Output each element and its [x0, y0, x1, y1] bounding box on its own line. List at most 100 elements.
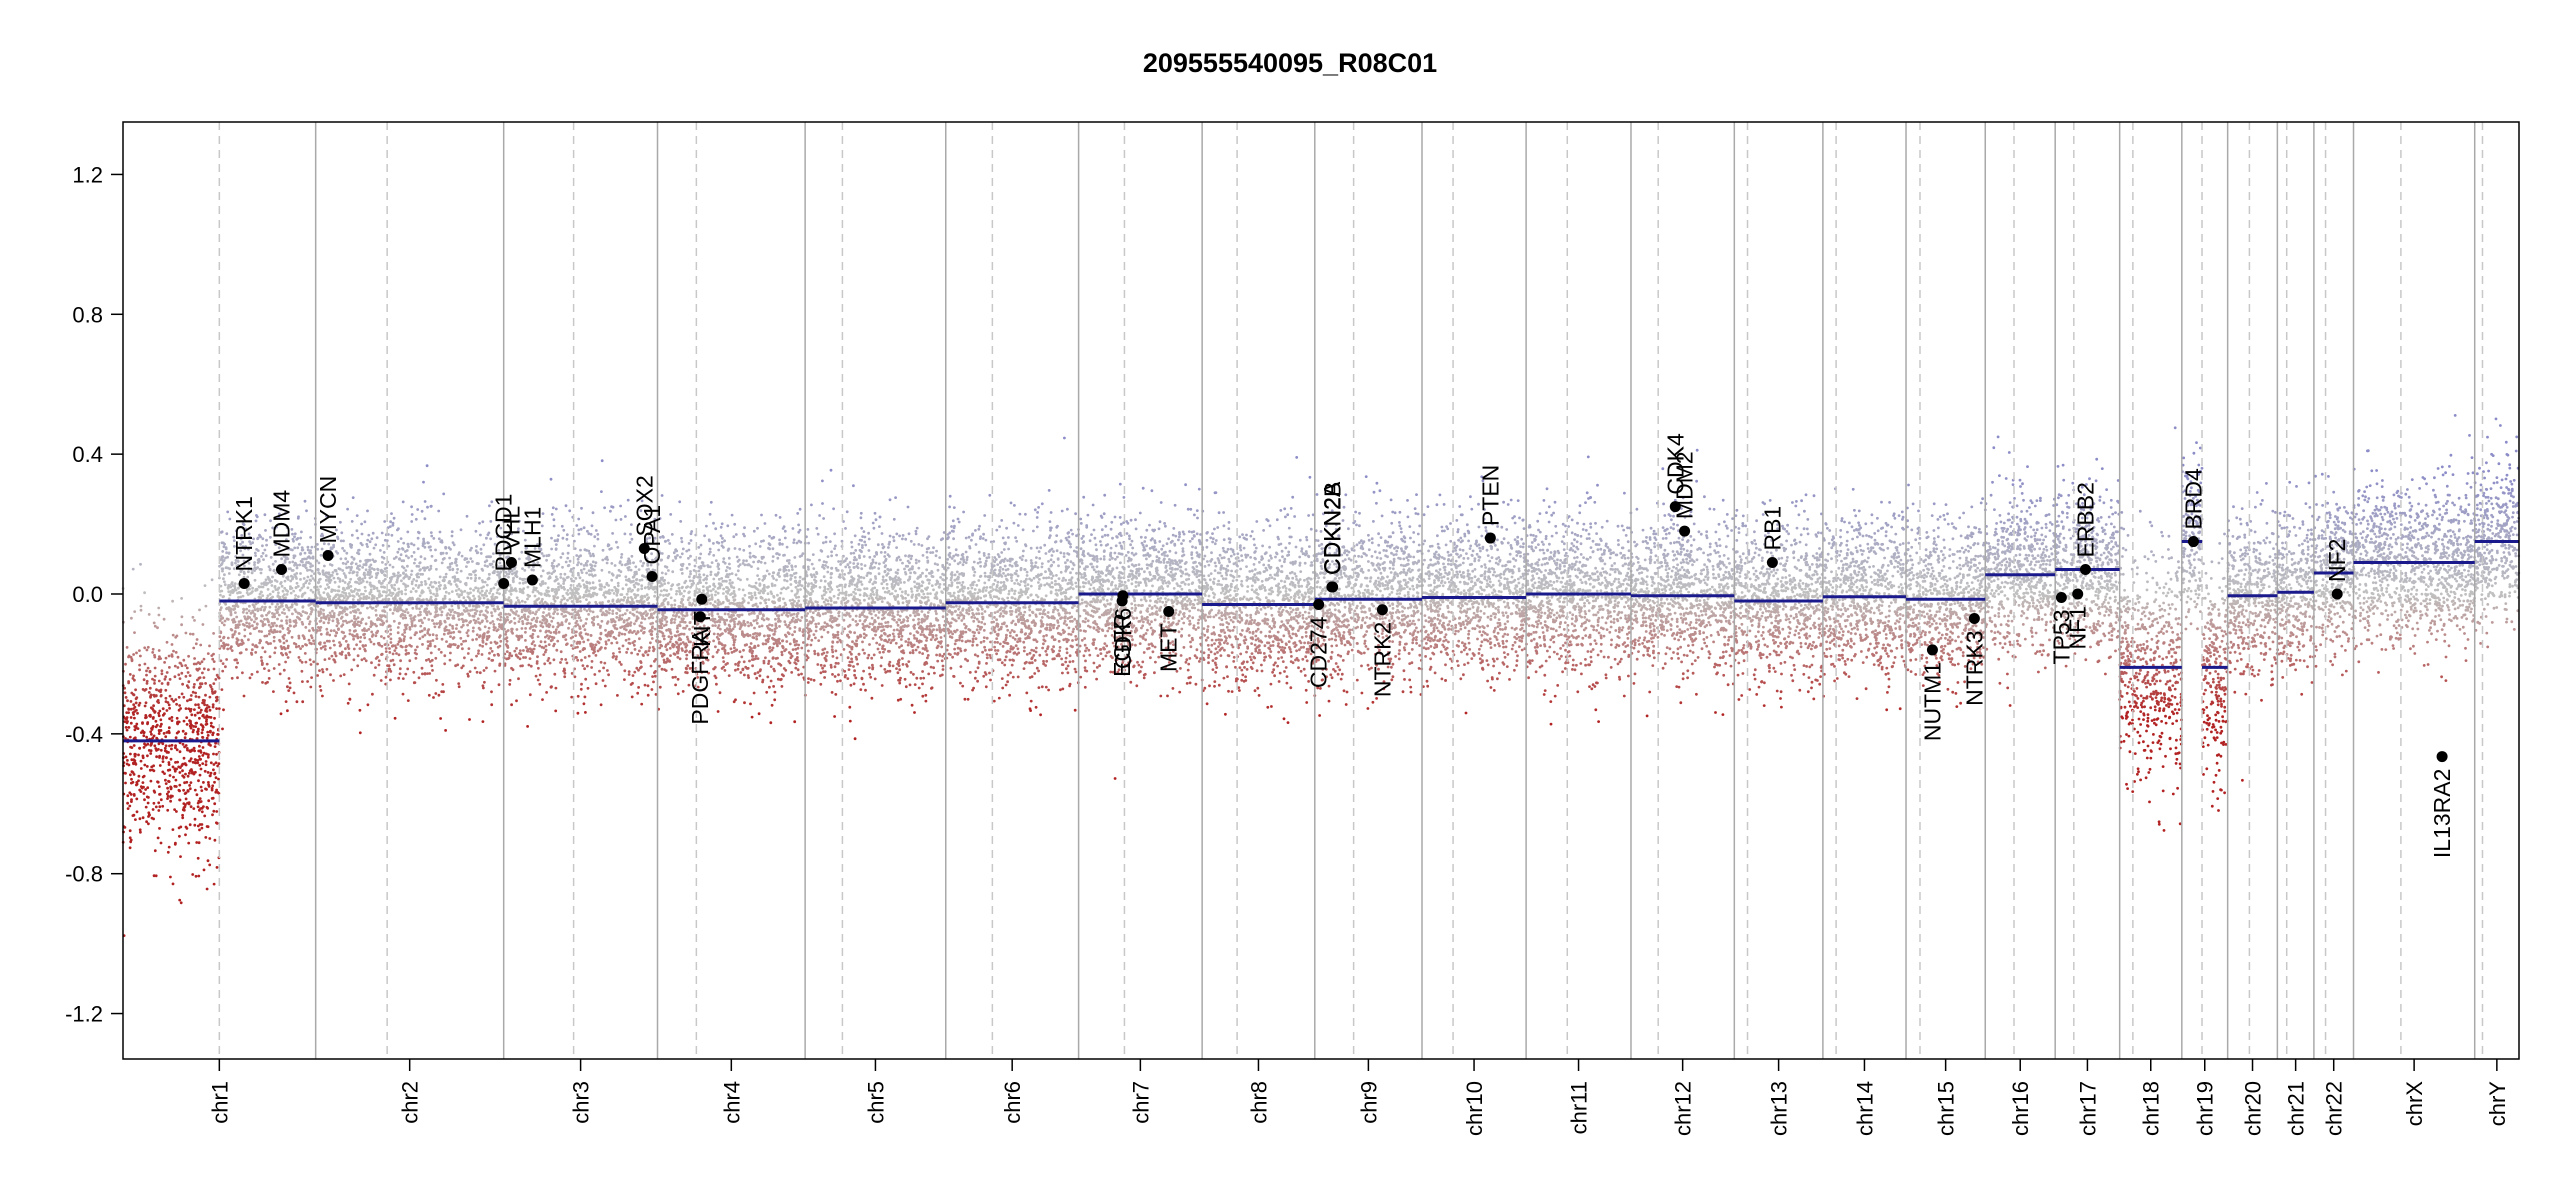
probe-point — [555, 596, 559, 600]
probe-point — [410, 520, 414, 523]
probe-point — [640, 594, 644, 598]
probe-point — [427, 577, 431, 581]
probe-point — [356, 588, 360, 592]
probe-point — [438, 587, 442, 591]
probe-point — [395, 580, 399, 584]
probe-point — [511, 631, 514, 635]
probe-point — [178, 783, 182, 787]
probe-point — [404, 569, 408, 572]
probe-point — [721, 643, 724, 647]
probe-point — [410, 624, 414, 628]
probe-point — [389, 678, 392, 682]
probe-point — [301, 592, 305, 596]
probe-point — [518, 649, 522, 652]
probe-point — [414, 648, 417, 652]
probe-point — [424, 610, 428, 614]
probe-point — [341, 546, 344, 550]
probe-point — [345, 586, 349, 590]
probe-point — [578, 600, 582, 603]
probe-point — [290, 574, 293, 578]
probe-point — [734, 668, 737, 672]
probe-point — [380, 531, 384, 535]
probe-point — [621, 613, 625, 617]
probe-point — [472, 618, 476, 622]
probe-point — [312, 660, 316, 664]
probe-point — [154, 874, 158, 878]
probe-point — [429, 642, 432, 646]
probe-point — [148, 669, 152, 673]
probe-point — [206, 730, 210, 734]
probe-point — [190, 713, 194, 717]
probe-point — [356, 620, 360, 624]
probe-point — [409, 617, 413, 620]
probe-point — [184, 825, 188, 829]
probe-point — [446, 612, 450, 615]
probe-point — [435, 678, 438, 682]
probe-point — [447, 581, 451, 585]
probe-point — [392, 663, 396, 667]
probe-point — [641, 617, 644, 620]
probe-point — [305, 509, 308, 513]
probe-point — [574, 577, 578, 580]
probe-point — [204, 604, 208, 608]
probe-point — [447, 616, 450, 620]
probe-point — [264, 578, 268, 582]
probe-point — [404, 588, 407, 592]
probe-point — [403, 575, 407, 579]
probe-point — [142, 734, 146, 738]
probe-point — [640, 584, 644, 588]
probe-point — [289, 605, 293, 609]
probe-point — [350, 533, 354, 537]
probe-point — [327, 621, 330, 625]
probe-point — [589, 634, 593, 637]
probe-point — [485, 666, 488, 670]
probe-point — [274, 552, 278, 555]
probe-point — [637, 668, 640, 672]
probe-point — [539, 640, 543, 644]
probe-point — [450, 534, 454, 538]
probe-point — [333, 643, 336, 647]
probe-point — [142, 792, 146, 795]
probe-point — [357, 552, 361, 556]
probe-point — [199, 751, 203, 754]
probe-point — [164, 688, 168, 692]
probe-point — [286, 628, 290, 631]
probe-point — [582, 640, 586, 644]
probe-point — [611, 609, 615, 613]
probe-point — [590, 573, 594, 577]
probe-point — [267, 632, 271, 636]
probe-point — [467, 592, 470, 596]
probe-point — [141, 756, 145, 760]
probe-point — [233, 582, 237, 586]
probe-point — [301, 605, 305, 609]
probe-point — [265, 634, 269, 638]
probe-point — [329, 547, 333, 551]
probe-point — [268, 610, 271, 614]
probe-point — [645, 568, 649, 572]
probe-point — [621, 587, 625, 591]
probe-point — [406, 667, 410, 671]
probe-point — [432, 622, 436, 625]
probe-point — [482, 596, 486, 600]
probe-point — [404, 592, 407, 596]
probe-point — [126, 699, 129, 703]
probe-point — [435, 637, 439, 640]
probe-point — [596, 640, 600, 644]
probe-point — [153, 674, 157, 678]
probe-point — [538, 682, 542, 686]
probe-point — [243, 628, 247, 632]
probe-point — [633, 629, 636, 633]
probe-point — [486, 555, 490, 558]
probe-point — [604, 640, 608, 644]
probe-point — [547, 571, 551, 575]
probe-point — [428, 589, 432, 593]
probe-point — [637, 582, 640, 586]
probe-point — [178, 771, 182, 774]
probe-point — [722, 592, 725, 595]
probe-point — [164, 735, 168, 739]
probe-point — [420, 604, 423, 608]
probe-point — [136, 711, 139, 715]
probe-point — [631, 588, 634, 592]
probe-point — [490, 614, 494, 618]
probe-point — [259, 585, 263, 589]
